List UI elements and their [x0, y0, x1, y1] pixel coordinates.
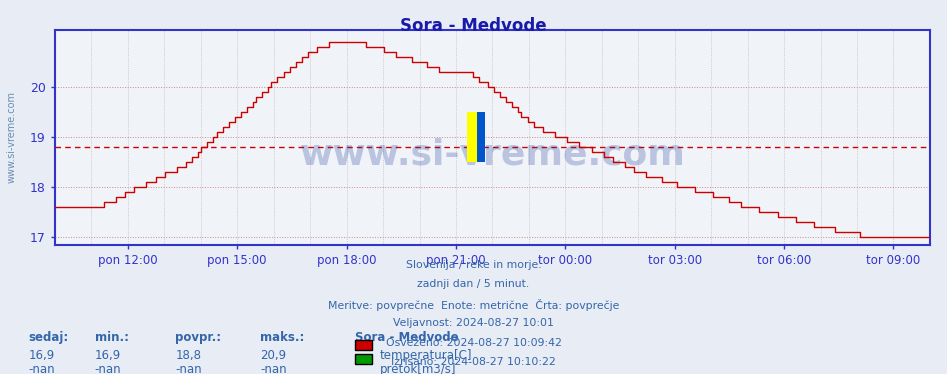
Bar [467, 113, 477, 162]
Text: 18,8: 18,8 [175, 349, 201, 362]
Text: maks.:: maks.: [260, 331, 305, 344]
Text: pretok[m3/s]: pretok[m3/s] [380, 363, 456, 374]
Text: Osveženo: 2024-08-27 10:09:42: Osveženo: 2024-08-27 10:09:42 [385, 338, 562, 348]
Text: sedaj:: sedaj: [28, 331, 69, 344]
Text: zadnji dan / 5 minut.: zadnji dan / 5 minut. [418, 279, 529, 289]
Text: povpr.:: povpr.: [175, 331, 222, 344]
Text: 16,9: 16,9 [95, 349, 121, 362]
Text: -nan: -nan [260, 363, 287, 374]
Text: min.:: min.: [95, 331, 129, 344]
Text: Izrisano: 2024-08-27 10:10:22: Izrisano: 2024-08-27 10:10:22 [391, 357, 556, 367]
Text: Veljavnost: 2024-08-27 10:01: Veljavnost: 2024-08-27 10:01 [393, 318, 554, 328]
Text: -nan: -nan [95, 363, 121, 374]
Text: -nan: -nan [28, 363, 55, 374]
Bar [477, 113, 485, 162]
Text: Slovenija / reke in morje.: Slovenija / reke in morje. [405, 260, 542, 270]
Text: Sora - Medvode: Sora - Medvode [401, 17, 546, 35]
Text: 20,9: 20,9 [260, 349, 287, 362]
Text: 16,9: 16,9 [28, 349, 55, 362]
Text: www.si-vreme.com: www.si-vreme.com [299, 138, 686, 172]
Text: Meritve: povprečne  Enote: metrične  Črta: povprečje: Meritve: povprečne Enote: metrične Črta:… [328, 299, 619, 311]
Text: -nan: -nan [175, 363, 202, 374]
Text: Sora - Medvode: Sora - Medvode [355, 331, 458, 344]
Text: temperatura[C]: temperatura[C] [380, 349, 473, 362]
Text: www.si-vreme.com: www.si-vreme.com [7, 92, 16, 183]
